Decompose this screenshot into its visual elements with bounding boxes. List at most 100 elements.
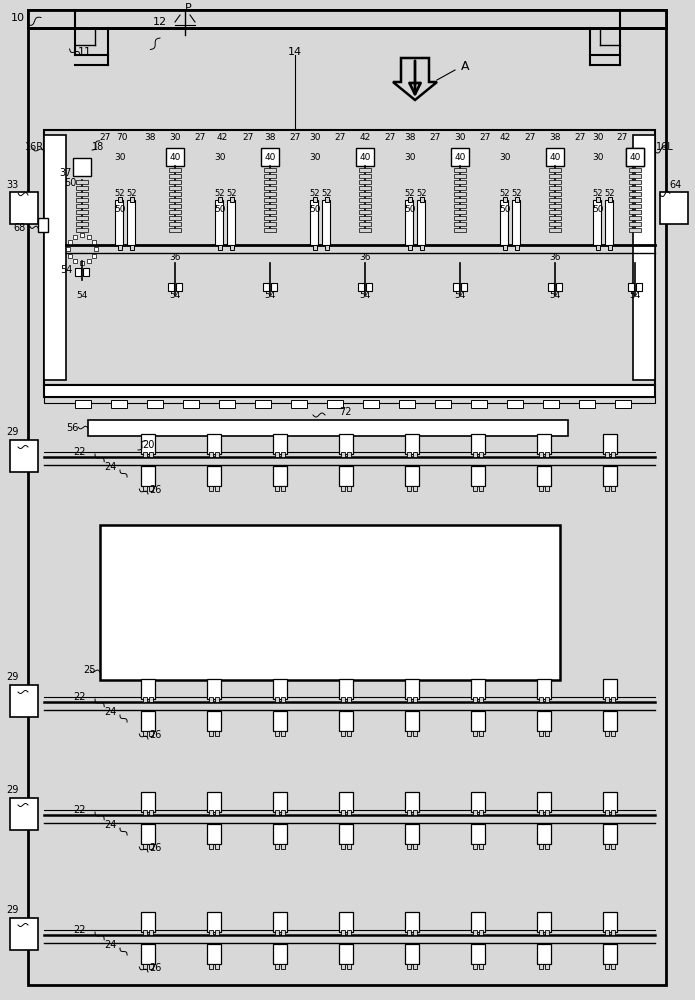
Text: 52: 52 xyxy=(310,188,320,198)
Bar xyxy=(603,466,617,486)
Bar xyxy=(473,964,477,969)
Bar xyxy=(207,944,221,964)
Bar xyxy=(512,200,520,245)
Bar xyxy=(546,148,564,166)
Bar xyxy=(73,235,77,239)
Text: 56: 56 xyxy=(66,423,78,433)
Text: 27: 27 xyxy=(384,133,395,142)
Bar xyxy=(28,10,666,28)
Text: 40: 40 xyxy=(629,153,641,162)
Text: 29: 29 xyxy=(6,905,18,915)
Text: 11: 11 xyxy=(78,47,92,57)
Bar xyxy=(209,844,213,849)
Bar xyxy=(359,198,371,202)
Bar xyxy=(537,679,551,699)
Bar xyxy=(603,792,617,812)
Bar xyxy=(407,486,411,491)
Bar xyxy=(454,222,466,226)
Text: 24: 24 xyxy=(104,707,116,717)
Bar xyxy=(549,210,561,214)
Bar xyxy=(264,168,276,172)
Bar xyxy=(76,186,88,190)
Bar xyxy=(94,247,98,251)
Bar xyxy=(454,180,466,184)
Text: 70: 70 xyxy=(116,133,128,142)
Bar xyxy=(407,697,411,702)
Bar xyxy=(127,200,135,245)
Bar xyxy=(593,200,601,245)
Bar xyxy=(539,486,543,491)
Bar xyxy=(454,216,466,220)
Bar xyxy=(503,197,507,202)
Text: 12: 12 xyxy=(153,17,167,27)
Bar xyxy=(87,259,91,263)
Bar xyxy=(215,697,219,702)
Bar xyxy=(264,228,276,232)
Bar xyxy=(537,434,551,454)
Bar xyxy=(454,174,466,178)
Bar xyxy=(473,930,477,935)
Bar xyxy=(281,452,285,457)
Bar xyxy=(169,198,181,202)
Bar xyxy=(399,400,415,408)
Text: 27: 27 xyxy=(524,133,536,142)
Bar xyxy=(407,731,411,736)
Bar xyxy=(218,245,222,250)
Bar xyxy=(549,180,561,184)
Bar xyxy=(611,844,615,849)
Bar xyxy=(629,168,641,172)
Bar xyxy=(149,964,153,969)
Bar xyxy=(325,245,329,250)
Text: 30: 30 xyxy=(114,153,126,162)
Text: 30: 30 xyxy=(455,133,466,142)
Text: 18: 18 xyxy=(92,142,104,152)
Bar xyxy=(273,434,287,454)
Bar xyxy=(215,964,219,969)
Bar xyxy=(75,400,91,408)
Text: 33: 33 xyxy=(6,180,18,190)
Text: 20: 20 xyxy=(142,440,154,450)
Bar xyxy=(141,679,155,699)
Bar xyxy=(537,792,551,812)
Bar xyxy=(275,452,279,457)
Bar xyxy=(215,452,219,457)
Bar xyxy=(454,204,466,208)
Text: 30: 30 xyxy=(592,133,604,142)
Bar xyxy=(539,964,543,969)
Bar xyxy=(273,792,287,812)
Bar xyxy=(549,186,561,190)
Bar xyxy=(207,824,221,844)
Bar xyxy=(605,810,609,815)
Bar xyxy=(143,930,147,935)
Bar xyxy=(218,197,222,202)
Bar xyxy=(471,824,485,844)
Bar xyxy=(537,711,551,731)
Bar xyxy=(537,944,551,964)
Bar xyxy=(633,135,655,380)
Bar xyxy=(76,216,88,220)
Bar xyxy=(405,200,413,245)
Bar xyxy=(405,824,419,844)
Bar xyxy=(183,400,199,408)
Text: 27: 27 xyxy=(243,133,254,142)
Text: 42: 42 xyxy=(359,133,370,142)
Bar xyxy=(275,486,279,491)
Bar xyxy=(207,679,221,699)
Text: 25: 25 xyxy=(84,665,96,675)
Bar xyxy=(420,197,424,202)
Bar xyxy=(608,197,612,202)
Text: 27: 27 xyxy=(574,133,586,142)
Bar xyxy=(473,452,477,457)
Bar xyxy=(341,844,345,849)
Bar xyxy=(359,180,371,184)
Text: 38: 38 xyxy=(404,133,416,142)
Bar xyxy=(359,186,371,190)
Bar xyxy=(209,964,213,969)
Bar xyxy=(339,792,353,812)
Bar xyxy=(10,440,38,472)
Bar xyxy=(611,731,615,736)
Bar xyxy=(605,844,609,849)
Bar xyxy=(549,228,561,232)
Bar xyxy=(215,486,219,491)
Text: 27: 27 xyxy=(289,133,301,142)
